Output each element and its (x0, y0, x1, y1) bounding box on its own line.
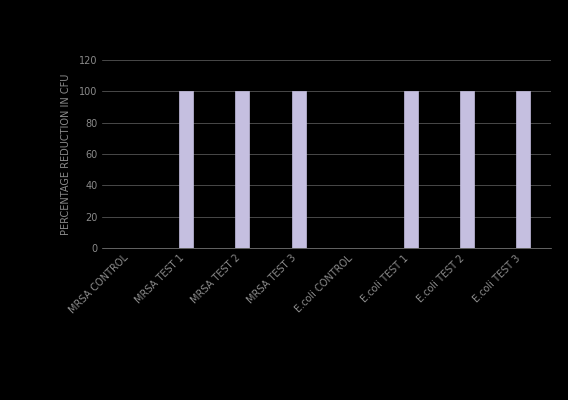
Bar (460, 91, 474, 248)
Bar (404, 91, 417, 248)
Bar (236, 91, 249, 248)
Y-axis label: PERCENTAGE REDUCTION IN CFU: PERCENTAGE REDUCTION IN CFU (61, 73, 70, 235)
Bar (291, 91, 306, 248)
Bar (516, 91, 530, 248)
Bar (179, 91, 193, 248)
